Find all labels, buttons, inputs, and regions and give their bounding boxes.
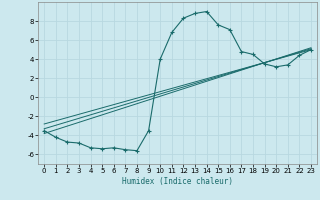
X-axis label: Humidex (Indice chaleur): Humidex (Indice chaleur) bbox=[122, 177, 233, 186]
